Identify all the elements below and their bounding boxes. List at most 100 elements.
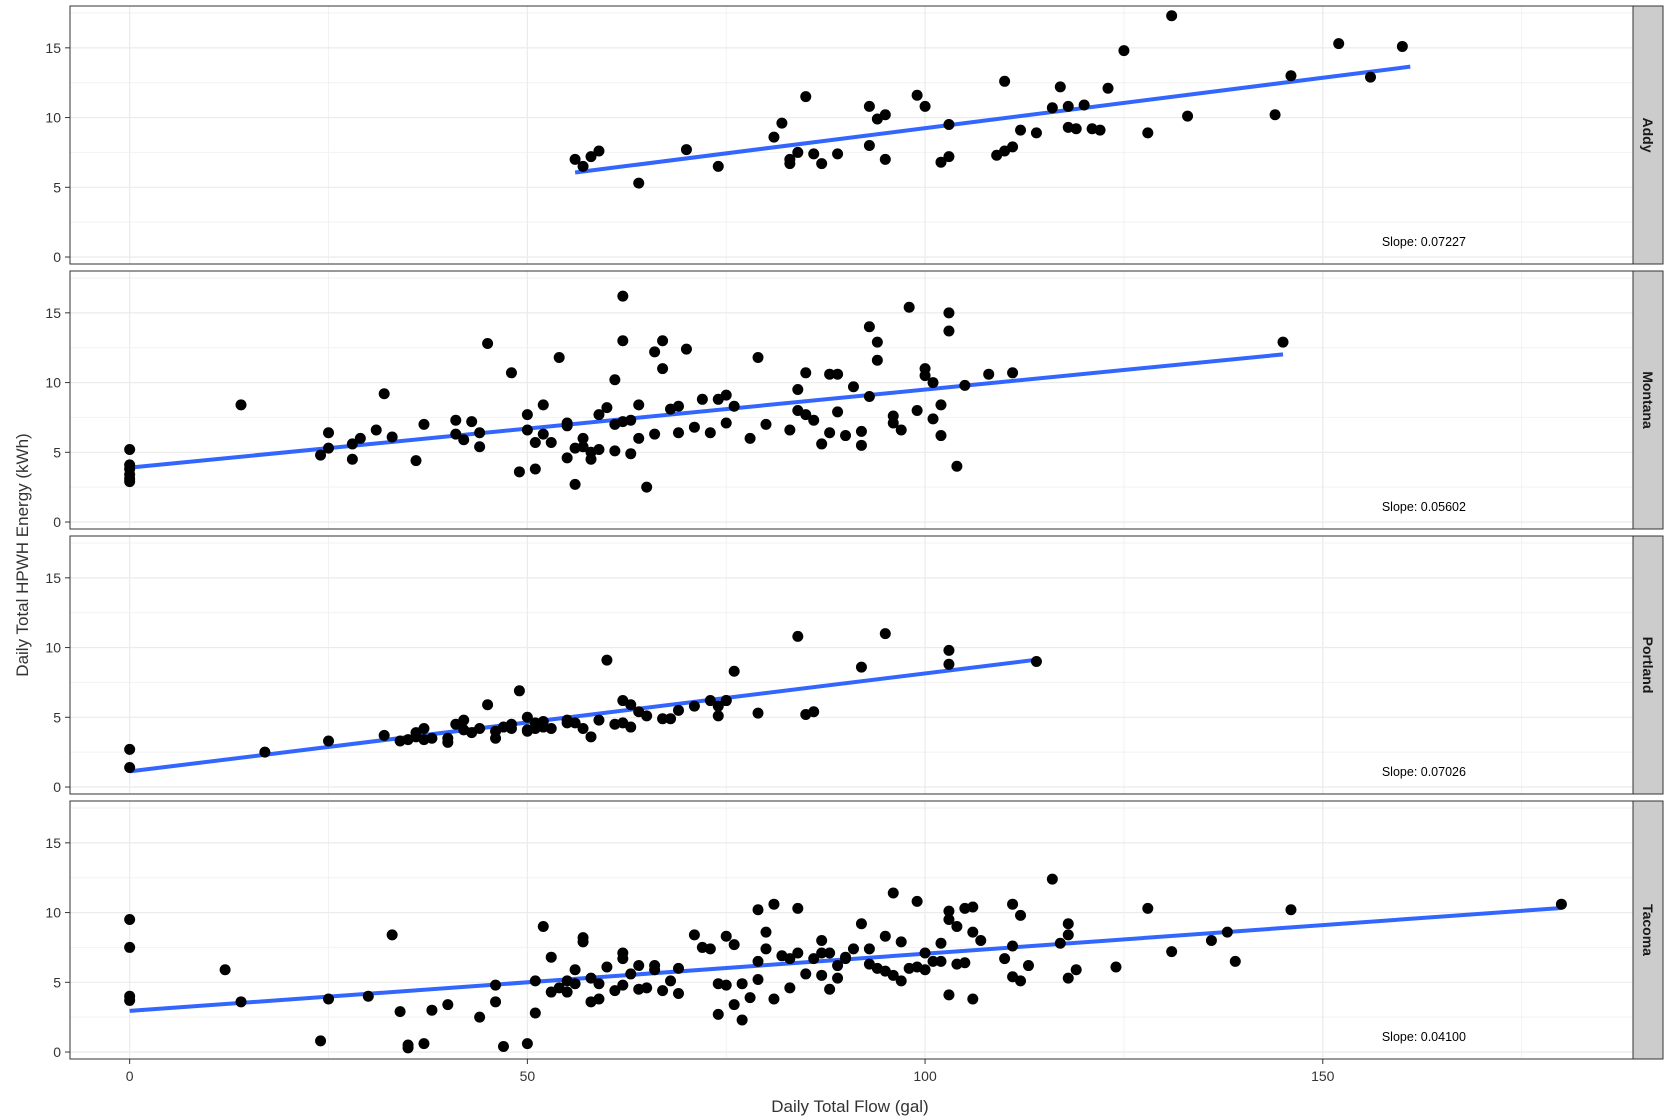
data-point: [967, 993, 979, 1005]
data-point: [672, 427, 684, 439]
data-point: [593, 444, 605, 456]
facet-strip: [1632, 270, 1664, 530]
data-point: [235, 399, 247, 411]
data-point: [625, 699, 637, 711]
data-point: [1094, 124, 1106, 136]
data-point: [736, 978, 748, 990]
data-point: [752, 904, 764, 916]
data-point: [1054, 81, 1066, 93]
data-point: [1078, 99, 1090, 111]
data-point: [1205, 934, 1217, 946]
data-point: [537, 921, 549, 933]
data-point: [1030, 656, 1042, 668]
data-point: [505, 367, 517, 379]
data-point: [919, 964, 931, 976]
facet-strip: [1632, 535, 1664, 795]
data-point: [569, 717, 581, 729]
y-tick-label: 0: [53, 249, 61, 265]
data-point: [1070, 964, 1082, 976]
data-point: [712, 700, 724, 712]
data-point: [617, 290, 629, 302]
data-point: [792, 947, 804, 959]
data-point: [752, 974, 764, 986]
data-point: [1221, 926, 1233, 938]
data-point: [959, 379, 971, 391]
data-point: [720, 930, 732, 942]
data-point: [617, 335, 629, 347]
data-point: [657, 363, 669, 375]
data-point: [657, 713, 669, 725]
data-point: [760, 943, 772, 955]
data-point: [426, 732, 438, 744]
data-point: [609, 985, 621, 997]
data-point: [474, 427, 486, 439]
data-point: [967, 901, 979, 913]
data-point: [816, 158, 828, 170]
data-point: [680, 343, 692, 355]
data-point: [593, 145, 605, 157]
data-point: [832, 406, 844, 418]
data-point: [124, 762, 136, 774]
data-point: [386, 431, 398, 443]
data-point: [665, 975, 677, 987]
data-point: [378, 388, 390, 400]
data-point: [124, 743, 136, 755]
data-point: [840, 953, 852, 965]
data-point: [410, 455, 422, 467]
data-point: [672, 400, 684, 412]
data-point: [1555, 898, 1567, 910]
data-point: [474, 441, 486, 453]
data-point: [426, 1004, 438, 1016]
data-point: [808, 148, 820, 160]
data-point: [832, 148, 844, 160]
data-point: [895, 975, 907, 987]
data-point: [482, 338, 494, 350]
data-point: [879, 628, 891, 640]
facet-strip: [1632, 800, 1664, 1060]
data-point: [521, 1038, 533, 1050]
data-point: [800, 968, 812, 980]
data-point: [490, 996, 502, 1008]
data-point: [625, 414, 637, 426]
x-tick-label: 150: [1311, 1068, 1335, 1084]
data-point: [704, 427, 716, 439]
data-point: [855, 425, 867, 437]
data-point: [641, 982, 653, 994]
data-point: [1118, 45, 1130, 57]
data-point: [855, 918, 867, 930]
data-point: [561, 986, 573, 998]
data-point: [863, 139, 875, 151]
data-point: [903, 301, 915, 313]
panel-tacoma: 0 5 10 15 Slope: 0.04100 Tacoma: [45, 800, 1664, 1060]
data-point: [943, 119, 955, 131]
data-point: [760, 418, 772, 430]
data-point: [1166, 946, 1178, 958]
y-tick-label: 10: [45, 905, 61, 921]
data-point: [736, 1014, 748, 1026]
data-point: [569, 153, 581, 165]
data-point: [1062, 972, 1074, 984]
slope-annotation: Slope: 0.04100: [1382, 1030, 1466, 1044]
data-point: [728, 999, 740, 1011]
data-point: [649, 346, 661, 358]
data-point: [816, 947, 828, 959]
data-point: [346, 453, 358, 465]
data-point: [1166, 10, 1178, 22]
data-point: [688, 700, 700, 712]
data-point: [728, 939, 740, 951]
y-tick-label: 10: [45, 375, 61, 391]
data-point: [768, 898, 780, 910]
data-point: [784, 153, 796, 165]
data-point: [1062, 918, 1074, 930]
data-point: [728, 665, 740, 677]
data-point: [442, 732, 454, 744]
data-point: [1062, 929, 1074, 941]
slope-annotation: Slope: 0.07026: [1382, 765, 1466, 779]
data-point: [792, 146, 804, 158]
y-tick-label: 5: [53, 179, 61, 195]
data-point: [370, 424, 382, 436]
data-point: [124, 476, 136, 488]
y-tick-label: 15: [45, 835, 61, 851]
facet-label: Tacoma: [1640, 904, 1656, 956]
slope-annotation: Slope: 0.05602: [1382, 500, 1466, 514]
